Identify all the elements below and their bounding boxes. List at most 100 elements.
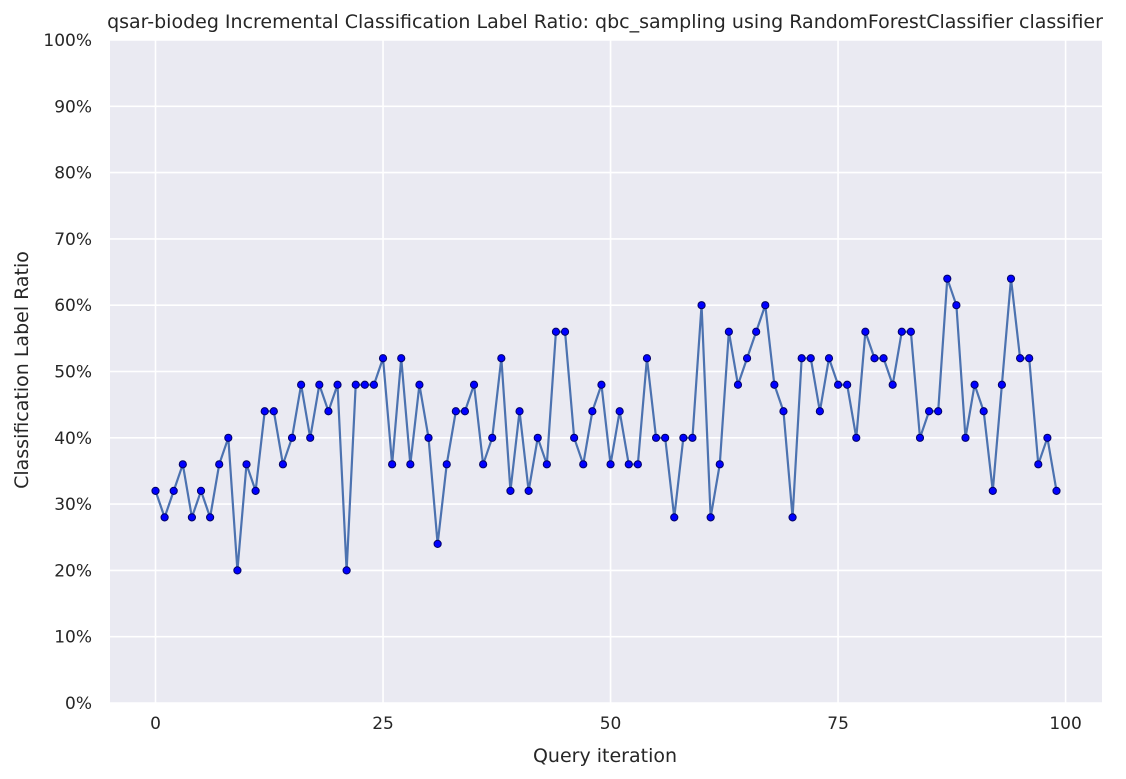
data-point [433,539,442,548]
data-point [415,380,424,389]
data-point [961,433,970,442]
x-tick-label: 100 [1049,714,1081,734]
data-point [742,354,752,363]
data-point [797,354,806,363]
data-point [360,380,369,389]
data-point [1043,433,1052,442]
y-tick-label: 80% [54,164,92,184]
data-point [670,513,679,522]
data-point [706,513,715,522]
y-tick-label: 30% [54,495,92,515]
data-point [606,460,615,469]
data-point [679,433,688,442]
data-point [651,433,661,442]
data-point [579,460,588,469]
chart-title: qsar-biodeg Incremental Classification L… [107,11,1103,33]
data-point [1034,460,1043,469]
series [151,274,1061,575]
series-line [154,278,1058,571]
data-point [278,460,288,469]
data-point [460,407,470,416]
data-point [597,380,606,389]
data-point [542,460,551,469]
data-point [943,274,952,283]
data-point [970,380,979,389]
data-point [1006,274,1016,283]
x-tick-label: 75 [827,714,849,734]
data-point [160,513,169,522]
data-point [251,486,260,495]
data-point [988,486,997,495]
data-point [378,354,388,363]
y-tick-label: 20% [54,561,92,581]
data-point [888,380,897,389]
data-point [615,407,624,416]
data-point [451,407,460,416]
data-point [661,433,670,442]
data-point [424,433,433,442]
y-axis-ticks: 0% 10% 20% 30% 40% 50% 60% 70% 80% 90% 100% [43,31,92,714]
data-point [697,301,706,310]
data-point [806,354,815,363]
data-point [843,380,852,389]
data-point [306,433,315,442]
x-axis-label: Query iteration [533,745,677,767]
data-point [570,433,579,442]
data-point [215,460,224,469]
data-point [852,433,861,442]
data-point [479,460,488,469]
data-point [488,433,497,442]
data-point [915,433,925,442]
data-point [196,486,206,495]
data-point [224,433,233,442]
data-point [761,301,770,310]
data-point [233,566,242,575]
data-point [397,354,406,363]
data-point [752,327,761,336]
data-point [715,460,724,469]
data-point [906,327,915,336]
data-point [497,354,506,363]
data-point [724,327,733,336]
data-point [934,407,943,416]
y-tick-label: 10% [54,628,92,648]
data-point [324,407,333,416]
data-point [169,486,178,495]
y-tick-label: 40% [54,429,92,449]
data-point [515,407,524,416]
x-tick-label: 50 [600,714,622,734]
data-point [879,354,888,363]
data-point [997,380,1006,389]
y-tick-label: 50% [54,363,92,383]
data-point [406,460,415,469]
data-point [870,354,879,363]
y-tick-label: 0% [65,694,92,714]
y-tick-label: 70% [54,230,92,250]
data-point [178,460,187,469]
data-point [924,407,934,416]
data-point [442,460,451,469]
data-point [1025,354,1034,363]
data-point [369,380,379,389]
data-point [469,380,479,389]
data-point [779,407,788,416]
data-point [333,380,342,389]
data-point [824,354,834,363]
data-point [861,327,870,336]
data-point [388,460,397,469]
data-point [815,407,824,416]
data-point [897,327,906,336]
data-point [242,460,251,469]
data-point [642,354,652,363]
data-point [688,433,697,442]
data-point [560,327,570,336]
data-point [206,513,215,522]
data-point [342,566,351,575]
y-tick-label: 90% [54,97,92,117]
data-point [979,407,988,416]
x-axis-ticks: 0 25 50 75 100 [150,714,1082,734]
data-point [533,433,542,442]
data-point [733,380,743,389]
data-point [952,301,961,310]
